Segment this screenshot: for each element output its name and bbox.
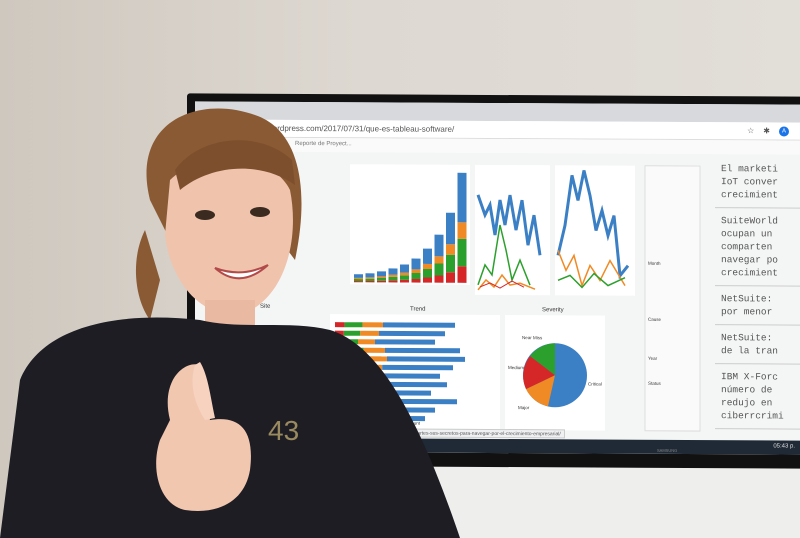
bar-segment bbox=[344, 322, 363, 328]
bar-segment bbox=[343, 330, 361, 336]
article-paragraph: NetSuite: de la tran bbox=[715, 325, 800, 365]
bar-segment bbox=[446, 212, 455, 245]
thumbs-up-hand bbox=[156, 364, 251, 511]
star-icon[interactable]: ☆ bbox=[747, 126, 755, 136]
bar-segment bbox=[411, 278, 421, 283]
bar-segment bbox=[354, 277, 363, 280]
pie-label-major: Major bbox=[518, 405, 530, 411]
bar-segment bbox=[365, 277, 375, 279]
legend-header-year: Year bbox=[648, 355, 658, 361]
bar-segment bbox=[400, 275, 409, 280]
bar-segment bbox=[446, 254, 455, 273]
bar-segment bbox=[377, 373, 440, 379]
legend-header-status: Status bbox=[648, 380, 661, 386]
bar-segment bbox=[446, 244, 455, 255]
bar-segment bbox=[423, 248, 432, 264]
bar-segment bbox=[377, 276, 386, 279]
legend-header-cause: Cause bbox=[648, 316, 662, 322]
bar-segment bbox=[388, 280, 398, 283]
bar-segment bbox=[434, 256, 444, 264]
bar-segment bbox=[457, 222, 467, 239]
clock: 05:43 p. bbox=[773, 443, 795, 450]
legend-header-month: Month bbox=[648, 260, 661, 266]
bar-segment bbox=[365, 278, 375, 282]
bar-segment bbox=[358, 339, 375, 345]
bar-segment bbox=[388, 274, 398, 277]
extension-icon[interactable]: ✱ bbox=[763, 126, 770, 136]
bar-segment bbox=[400, 264, 409, 273]
bar-segment bbox=[411, 258, 421, 270]
bar-segment bbox=[335, 322, 345, 328]
bar-segment bbox=[379, 381, 447, 388]
pie-label-near-miss: Near Miss bbox=[522, 335, 543, 341]
bar-segment bbox=[388, 268, 398, 275]
bar-segment bbox=[377, 280, 386, 283]
bar-segment bbox=[434, 234, 444, 257]
bar-segment bbox=[354, 279, 363, 282]
bar-segment bbox=[360, 330, 380, 336]
bar-segment bbox=[387, 356, 465, 362]
bar-segment bbox=[423, 269, 432, 278]
bar-segment bbox=[423, 277, 432, 283]
bar-segment bbox=[365, 280, 375, 283]
bar-segment bbox=[411, 269, 421, 273]
face bbox=[165, 158, 293, 316]
article-paragraph: NetSuite: por menor bbox=[715, 286, 800, 326]
bangs bbox=[175, 140, 295, 190]
bar-segment bbox=[434, 275, 444, 283]
bar-segment bbox=[400, 272, 409, 276]
bar-segment bbox=[423, 263, 432, 270]
bar-segment bbox=[354, 274, 363, 278]
bar-segment bbox=[362, 322, 383, 328]
profile-avatar[interactable]: A bbox=[779, 126, 789, 137]
bar-segment bbox=[363, 347, 385, 353]
bar-segment bbox=[382, 364, 453, 371]
bar-segment bbox=[434, 263, 444, 276]
severity-pie-chart bbox=[505, 315, 605, 431]
bar-segment bbox=[365, 273, 375, 278]
article-paragraph: IBM X-Forc número de redujo en ciberrcri… bbox=[715, 364, 800, 430]
bar-segment bbox=[354, 281, 363, 283]
bar-segment bbox=[388, 276, 398, 281]
pie-label-medium: Medium bbox=[508, 365, 525, 371]
bar-segment bbox=[457, 238, 467, 267]
shirt-logo: 43 bbox=[268, 415, 299, 446]
bar-segment bbox=[385, 347, 460, 354]
line-chart-right bbox=[555, 165, 635, 296]
bar-segment bbox=[377, 271, 386, 277]
monitor-brand: SAMSUNG bbox=[657, 447, 678, 453]
ponytail bbox=[135, 230, 160, 320]
bar-segment bbox=[383, 322, 455, 328]
line-chart-left bbox=[475, 164, 550, 296]
bar-segment bbox=[400, 279, 409, 283]
bar-segment bbox=[411, 272, 421, 279]
bar-segment bbox=[375, 339, 435, 345]
bar-segment bbox=[457, 172, 467, 223]
severity-title: Severity bbox=[542, 307, 564, 314]
article-paragraph: El marketi IoT conver crecimient bbox=[715, 156, 800, 209]
filter-legend-panel bbox=[644, 165, 701, 432]
stacked-bar-chart bbox=[350, 164, 470, 285]
pie-label-critical: Critical bbox=[588, 381, 602, 387]
article-text: El marketi IoT conver crecimient SuiteWo… bbox=[715, 156, 800, 435]
article-paragraph: SuiteWorld ocupan un comparten navegar p… bbox=[715, 208, 800, 287]
person-photo: 43 bbox=[0, 108, 460, 538]
bar-segment bbox=[446, 272, 455, 283]
bar-segment bbox=[457, 266, 467, 283]
browser-toolbar-icons: ☆ ✱ A bbox=[747, 126, 789, 137]
bar-segment bbox=[377, 277, 386, 281]
bar-segment bbox=[379, 330, 445, 337]
